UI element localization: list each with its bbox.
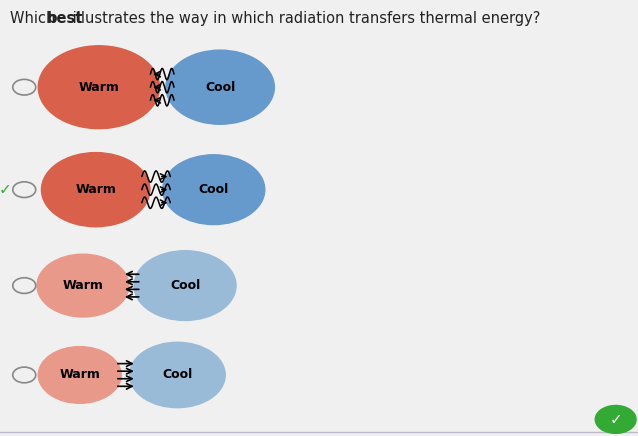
Circle shape <box>38 347 121 403</box>
Circle shape <box>37 254 129 317</box>
Text: illustrates the way in which radiation transfers thermal energy?: illustrates the way in which radiation t… <box>68 11 540 26</box>
Circle shape <box>130 342 225 408</box>
Circle shape <box>134 251 236 320</box>
Text: Cool: Cool <box>205 81 235 94</box>
Text: Which: Which <box>10 11 59 26</box>
Text: Cool: Cool <box>162 368 193 382</box>
Text: Cool: Cool <box>198 183 229 196</box>
Text: ✓: ✓ <box>609 412 622 427</box>
Circle shape <box>166 50 274 124</box>
Text: Warm: Warm <box>63 279 103 292</box>
Text: Warm: Warm <box>59 368 100 382</box>
Circle shape <box>38 46 160 129</box>
Text: ✓: ✓ <box>0 182 11 197</box>
Circle shape <box>595 405 636 433</box>
Text: Cool: Cool <box>170 279 200 292</box>
Text: best: best <box>47 11 83 26</box>
Circle shape <box>41 153 150 227</box>
Text: Warm: Warm <box>75 183 116 196</box>
Circle shape <box>163 155 265 225</box>
Text: Warm: Warm <box>78 81 119 94</box>
